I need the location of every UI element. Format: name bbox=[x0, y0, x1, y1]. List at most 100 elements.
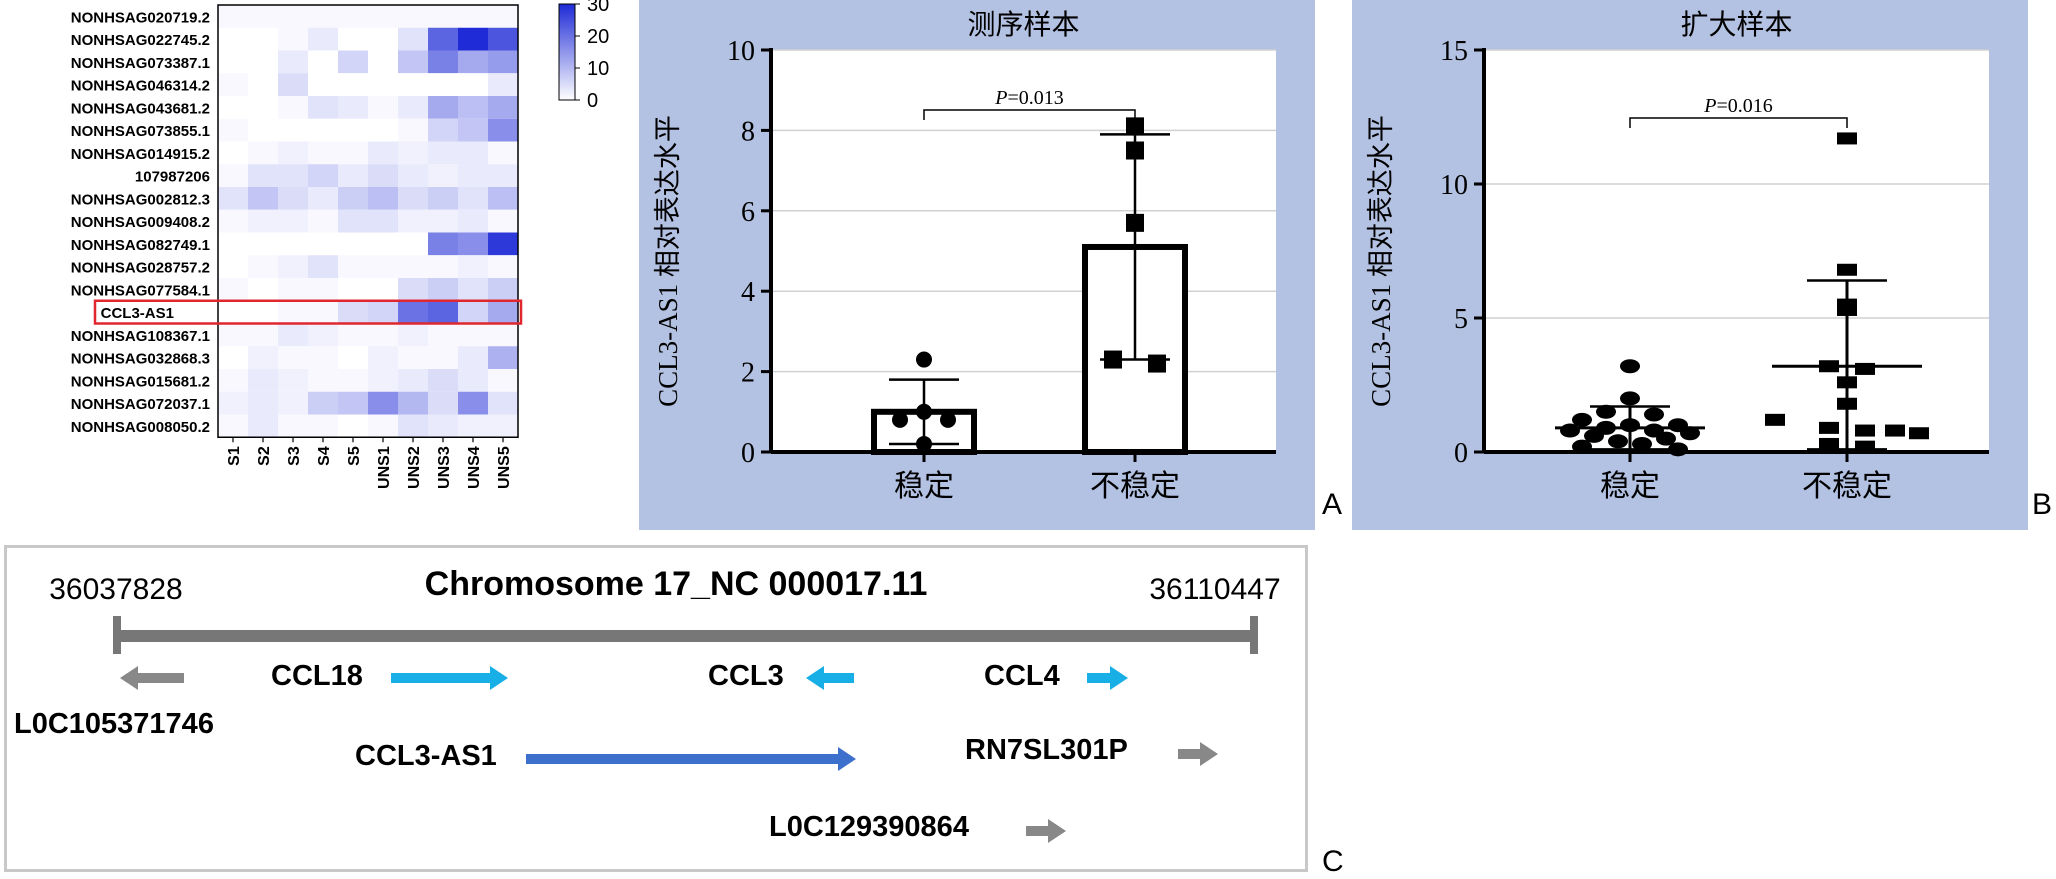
heatmap-cell bbox=[398, 300, 428, 324]
heatmap-cell bbox=[218, 187, 248, 210]
heatmap-cell bbox=[368, 346, 398, 369]
heatmap-cell bbox=[308, 232, 338, 256]
heatmap-row-label: NONHSAG020719.2 bbox=[71, 9, 210, 26]
heatmap-cell bbox=[278, 209, 308, 233]
heatmap-cell bbox=[488, 27, 518, 51]
p-value-annotation: P=0.016 bbox=[1703, 95, 1773, 117]
heatmap-row-label: NONHSAG082749.1 bbox=[71, 237, 210, 254]
gene-label-rn7sl301p: RN7SL301P bbox=[965, 734, 1128, 766]
heatmap-cell bbox=[488, 346, 518, 369]
data-point bbox=[940, 411, 956, 428]
data-point bbox=[1608, 434, 1628, 449]
heatmap-row-label: NONHSAG046314.2 bbox=[71, 78, 210, 95]
heatmap-cell bbox=[368, 118, 398, 142]
gene-arrow-ccl3-as1 bbox=[526, 747, 856, 771]
bar-chart-a: 测序样本 CCL3-AS1 相对表达水平 0 2 4 6 8 10 稳定 不稳定 P=0.013 bbox=[639, 0, 1315, 530]
heatmap-cell bbox=[398, 369, 428, 392]
heatmap-cell bbox=[278, 255, 308, 278]
heatmap-cell bbox=[308, 141, 338, 165]
heatmap-cell bbox=[218, 118, 248, 142]
data-point bbox=[1819, 421, 1839, 434]
heatmap-cell bbox=[218, 73, 248, 96]
heatmap-cell bbox=[398, 232, 428, 256]
heatmap-cell bbox=[458, 27, 488, 51]
heatmap-cell bbox=[248, 27, 278, 51]
heatmap-cell bbox=[308, 96, 338, 119]
gene-label-ccl4: CCL4 bbox=[984, 660, 1060, 692]
data-point bbox=[1765, 413, 1785, 426]
heatmap-cell bbox=[338, 414, 368, 438]
heatmap-cell bbox=[248, 73, 278, 96]
genome-map: Chromosome 17_NC 000017.11 36037828 3611… bbox=[14, 565, 1281, 843]
heatmap-cell bbox=[248, 232, 278, 256]
heatmap-panel: NONHSAG020719.2 NONHSAG022745.2 NONHSAG073… bbox=[0, 0, 620, 530]
y-axis-label: CCL3-AS1 相对表达水平 bbox=[1366, 115, 1396, 407]
heatmap-cell bbox=[308, 255, 338, 278]
heatmap-cell bbox=[218, 96, 248, 119]
heatmap-cell bbox=[308, 300, 338, 324]
heatmap-cell bbox=[338, 369, 368, 392]
heatmap-row-label: NONHSAG015681.2 bbox=[71, 373, 210, 390]
y-tick-label: 0 bbox=[741, 438, 755, 469]
chromosome-title: Chromosome 17_NC 000017.11 bbox=[425, 565, 928, 603]
heatmap-row-label: NONHSAG022745.2 bbox=[71, 32, 210, 49]
heatmap-cell bbox=[398, 187, 428, 210]
heatmap-cell bbox=[308, 5, 338, 28]
heatmap-cell bbox=[398, 209, 428, 233]
p-value-annotation: P=0.013 bbox=[994, 87, 1064, 109]
heatmap-row-label: NONHSAG073855.1 bbox=[71, 123, 210, 140]
data-point bbox=[1620, 391, 1640, 406]
data-point bbox=[1126, 141, 1144, 160]
heatmap-cell bbox=[278, 118, 308, 142]
heatmap-cell bbox=[488, 187, 518, 210]
heatmap-column-label: UNS2 bbox=[406, 446, 423, 489]
heatmap-cell bbox=[488, 96, 518, 119]
heatmap-column-label: S4 bbox=[316, 446, 333, 466]
heatmap-cell bbox=[338, 5, 368, 28]
heatmap-cell bbox=[308, 164, 338, 187]
heatmap-column-label: S3 bbox=[286, 446, 303, 466]
y-tick-label: 4 bbox=[741, 277, 755, 308]
heatmap-cell bbox=[458, 73, 488, 96]
panel-label-b: B bbox=[2032, 488, 2053, 521]
heatmap-cell bbox=[428, 323, 458, 347]
data-point bbox=[1620, 418, 1640, 433]
heatmap-cell bbox=[428, 414, 458, 438]
heatmap-cell bbox=[368, 391, 398, 415]
heatmap-cell bbox=[398, 141, 428, 165]
heatmap-cell bbox=[308, 209, 338, 233]
heatmap-cell bbox=[398, 278, 428, 301]
heatmap-cell bbox=[308, 118, 338, 142]
data-point bbox=[1837, 132, 1857, 145]
heatmap-cell bbox=[248, 255, 278, 278]
heatmap-column-label: S1 bbox=[226, 446, 243, 466]
data-point bbox=[1855, 440, 1875, 453]
heatmap-cell bbox=[398, 346, 428, 369]
heatmap-cell bbox=[398, 50, 428, 74]
scatter-chart-b: 扩大样本 CCL3-AS1 相对表达水平 0 5 10 15 稳定 不稳定 P=0.016 bbox=[1352, 0, 2028, 530]
heatmap-cell bbox=[458, 278, 488, 301]
y-tick-label: 15 bbox=[1440, 36, 1468, 67]
data-point bbox=[1909, 427, 1929, 440]
data-point bbox=[1104, 350, 1122, 369]
gene-arrow-loc129390864 bbox=[1026, 819, 1066, 843]
heatmap-cell bbox=[308, 50, 338, 74]
y-tick-label: 10 bbox=[727, 36, 755, 67]
heatmap-cell bbox=[278, 278, 308, 301]
heatmap-cell bbox=[338, 300, 368, 324]
heatmap-cell bbox=[248, 414, 278, 438]
heatmap-cell bbox=[488, 141, 518, 165]
y-tick-label: 8 bbox=[741, 116, 755, 147]
heatmap-row-label: NONHSAG028757.2 bbox=[71, 260, 210, 277]
heatmap-cell bbox=[338, 187, 368, 210]
heatmap-cell bbox=[368, 73, 398, 96]
heatmap-cell bbox=[308, 369, 338, 392]
data-point bbox=[1644, 407, 1664, 422]
heatmap-cell bbox=[338, 346, 368, 369]
heatmap-cell bbox=[428, 209, 458, 233]
heatmap-cell bbox=[458, 187, 488, 210]
data-point bbox=[916, 351, 932, 368]
heatmap-cell bbox=[338, 209, 368, 233]
data-point bbox=[1819, 360, 1839, 373]
heatmap-row-label: NONHSAG002812.3 bbox=[71, 191, 210, 208]
